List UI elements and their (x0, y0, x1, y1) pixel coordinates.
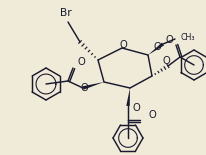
Polygon shape (83, 82, 104, 90)
Text: Br: Br (60, 8, 72, 18)
Text: O: O (119, 40, 127, 50)
Text: O: O (77, 57, 85, 67)
Text: CH₃: CH₃ (181, 33, 195, 42)
Text: O: O (162, 56, 170, 66)
Polygon shape (126, 88, 130, 106)
Text: O: O (154, 42, 161, 51)
Text: O: O (132, 103, 140, 113)
Polygon shape (148, 43, 164, 55)
Text: O: O (149, 110, 157, 120)
Text: O: O (80, 83, 88, 93)
Text: O: O (165, 35, 173, 45)
